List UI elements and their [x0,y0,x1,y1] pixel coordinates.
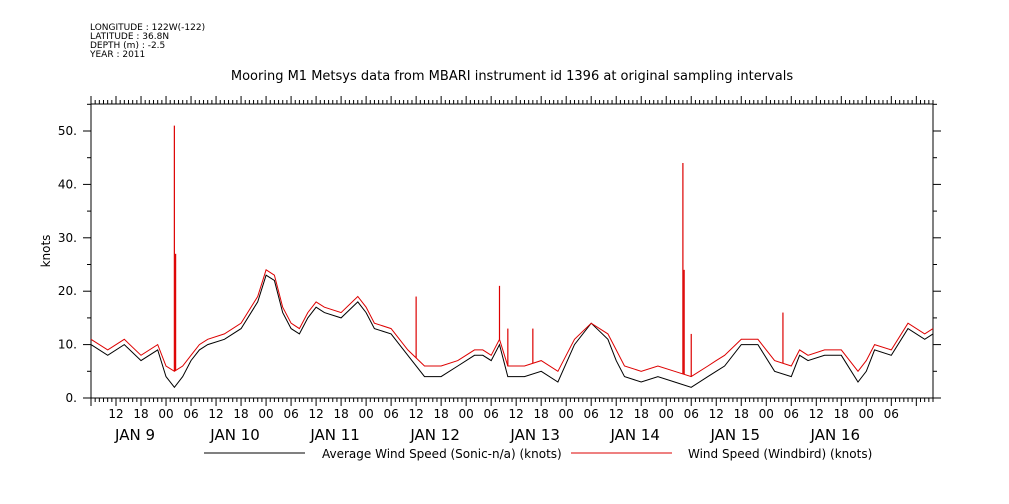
x-tick-label: 18 [834,407,849,421]
metadata-line: LATITUDE : 36.8N [90,32,169,42]
x-day-label: JAN 16 [810,426,861,444]
x-tick-label: 00 [258,407,273,421]
metadata-line: LONGITUDE : 122W(-122) [90,23,205,33]
x-day-label: JAN 9 [114,426,155,444]
y-tick-label: 10. [58,338,77,352]
x-tick-label: 00 [559,407,574,421]
x-day-label: JAN 14 [609,426,660,444]
x-tick-label: 00 [759,407,774,421]
x-tick-label: 06 [584,407,599,421]
series-lines [90,125,934,389]
x-tick-label: 06 [884,407,899,421]
y-tick-label: 30. [58,231,77,245]
x-tick-label: 18 [233,407,248,421]
x-tick-label: 12 [509,407,524,421]
x-tick-label: 00 [158,407,173,421]
series-line-average [90,274,934,389]
x-day-label: JAN 11 [309,426,360,444]
x-tick-label: 18 [634,407,649,421]
x-tick-label: 12 [308,407,323,421]
metadata-line: YEAR : 2011 [89,50,145,60]
x-day-label: JAN 10 [209,426,260,444]
x-tick-label: 18 [433,407,448,421]
x-tick-label: 06 [383,407,398,421]
y-tick-label: 20. [58,284,77,298]
x-tick-label: 12 [709,407,724,421]
x-tick-label: 00 [659,407,674,421]
x-tick-label: 18 [133,407,148,421]
x-tick-label: 12 [609,407,624,421]
series-line-windbird [90,269,934,378]
x-tick-label: 00 [859,407,874,421]
x-tick-label: 12 [108,407,123,421]
x-tick-label: 06 [784,407,799,421]
legend-label-average: Average Wind Speed (Sonic-n/a) (knots) [322,447,562,461]
x-tick-label: 12 [408,407,423,421]
y-tick-label: 40. [58,177,77,191]
x-tick-label: 06 [183,407,198,421]
y-tick-label: 0. [66,391,77,405]
legend-label-windbird: Wind Speed (Windbird) (knots) [688,447,872,461]
legend: Average Wind Speed (Sonic-n/a) (knots) W… [204,447,872,461]
x-tick-label: 06 [283,407,298,421]
axis-ticks [83,96,941,406]
x-tick-label: 12 [208,407,223,421]
x-tick-label: 18 [734,407,749,421]
x-day-labels: JAN 9 JAN 10 JAN 11 JAN 12 JAN 13 JAN 14 JAN 1… [114,426,860,444]
y-tick-labels: 0. 10. 20. 30. 40. 50. [58,124,77,405]
x-tick-label: 18 [333,407,348,421]
x-day-label: JAN 15 [710,426,761,444]
chart-title: Mooring M1 Metsys data from MBARI instru… [231,69,793,84]
x-tick-label: 06 [684,407,699,421]
x-tick-label: 06 [484,407,499,421]
x-tick-label: 18 [534,407,549,421]
metadata-block: LONGITUDE : 122W(-122)LATITUDE : 36.8NDE… [89,23,205,60]
metadata-line: DEPTH (m) : -2.5 [90,41,165,51]
x-day-label: JAN 13 [509,426,560,444]
x-day-label: JAN 12 [409,426,460,444]
y-tick-label: 50. [58,124,77,138]
y-axis-label: knots [39,235,53,268]
x-tick-label: 00 [459,407,474,421]
x-tick-label: 00 [358,407,373,421]
x-hour-labels: 12 18 00 06 12 18 00 06 12 18 00 06 12 18 00 06 12 18 00 06… [108,407,899,421]
x-tick-label: 12 [809,407,824,421]
